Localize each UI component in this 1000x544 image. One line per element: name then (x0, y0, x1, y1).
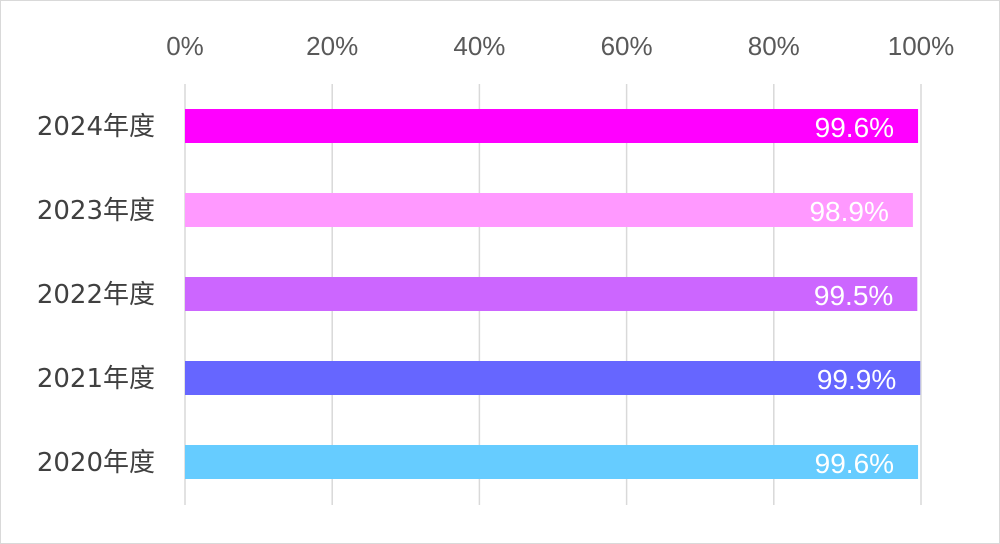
x-tick-label: 40% (453, 31, 505, 61)
bar (185, 361, 921, 395)
x-axis-ticks: 0% 20% 40% 60% 80% 100% (166, 31, 954, 61)
x-tick-label: 100% (888, 31, 955, 61)
data-label: 98.9% (809, 196, 888, 227)
bars (185, 109, 921, 479)
bar (185, 445, 919, 479)
x-tick-label: 20% (306, 31, 358, 61)
y-axis-categories: 2024年度 2023年度 2022年度 2021年度 2020年度 (37, 112, 155, 478)
y-category-label: 2023年度 (37, 196, 155, 226)
x-tick-label: 80% (748, 31, 800, 61)
y-category-label: 2021年度 (37, 364, 155, 394)
data-label: 99.6% (815, 112, 894, 143)
x-tick-label: 60% (601, 31, 653, 61)
data-labels: 99.6% 98.9% 99.5% 99.9% 99.6% (809, 112, 896, 479)
y-category-label: 2024年度 (37, 112, 155, 142)
bar (185, 109, 919, 143)
bar (185, 193, 913, 227)
data-label: 99.6% (815, 448, 894, 479)
x-tick-label: 0% (166, 31, 204, 61)
data-label: 99.5% (814, 280, 893, 311)
data-label: 99.9% (817, 364, 896, 395)
y-category-label: 2022年度 (37, 280, 155, 310)
bar (185, 277, 918, 311)
y-category-label: 2020年度 (37, 448, 155, 478)
